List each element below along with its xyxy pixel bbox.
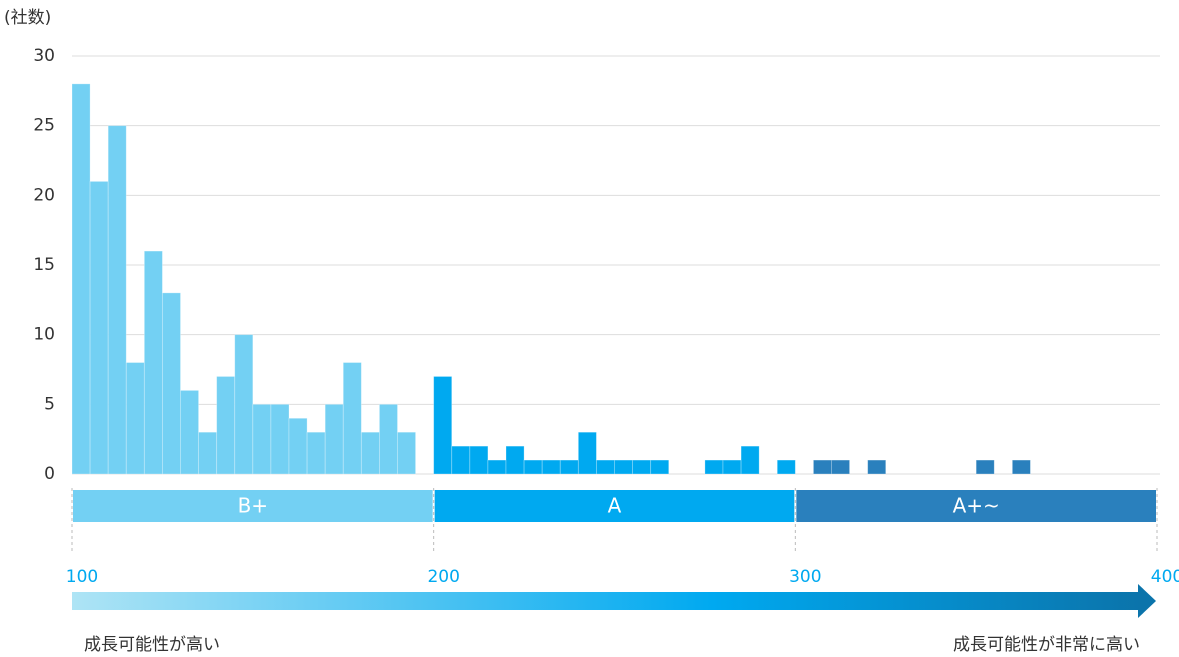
bar (143, 250, 163, 475)
bar (71, 83, 91, 475)
y-axis-label: (社数) (4, 8, 51, 28)
bar (596, 459, 615, 475)
bar (577, 431, 597, 475)
bar (614, 459, 633, 475)
bar (433, 376, 453, 475)
bar (650, 459, 670, 475)
bar (541, 459, 561, 475)
range-band (796, 490, 1156, 522)
range-band (73, 490, 433, 522)
bar (505, 445, 525, 475)
bar (523, 459, 543, 475)
bar (632, 459, 652, 475)
range-label: B+ (238, 494, 268, 518)
bar (379, 403, 398, 475)
range-label: A (608, 494, 622, 518)
bar (252, 403, 272, 475)
y-tick-label: 15 (33, 255, 55, 275)
bar (342, 362, 362, 475)
bar (722, 459, 742, 475)
bar (234, 334, 254, 475)
bar (107, 125, 127, 475)
bar (324, 403, 344, 475)
y-tick-label: 0 (44, 464, 55, 484)
gradient-arrow-body (72, 592, 1140, 610)
bar (487, 459, 507, 475)
bar (270, 403, 290, 475)
bar (180, 389, 199, 475)
x-tick-label: 200 (427, 567, 459, 587)
bar (1011, 459, 1031, 475)
bar (125, 362, 145, 475)
y-tick-label: 25 (33, 116, 55, 136)
x-tick-label: 300 (789, 567, 821, 587)
range-band (434, 490, 795, 522)
bar (216, 376, 236, 475)
arrow-end-label: 成長可能性が非常に高い (953, 635, 1140, 655)
bar (776, 459, 796, 475)
y-tick-label: 20 (33, 185, 55, 205)
bar (360, 431, 380, 475)
bar (559, 459, 579, 475)
bar (831, 459, 850, 475)
bar (704, 459, 724, 475)
bar (867, 459, 887, 475)
range-label: A+~ (953, 494, 1000, 518)
x-tick-label: 100 (66, 567, 98, 587)
bar (813, 459, 832, 475)
bar (397, 431, 416, 475)
y-tick-label: 5 (44, 394, 55, 414)
bar (89, 180, 109, 475)
bar (198, 431, 218, 475)
gradient-arrow-head (1138, 584, 1156, 618)
arrow-start-label: 成長可能性が高い (84, 635, 220, 655)
bar (469, 445, 489, 475)
x-tick-label: 400 (1151, 567, 1179, 587)
bar (306, 431, 326, 475)
bar (288, 417, 308, 475)
bar (451, 445, 471, 475)
y-tick-label: 30 (33, 46, 55, 66)
bar (162, 292, 181, 475)
bar (740, 445, 760, 475)
bar (975, 459, 995, 475)
y-tick-label: 10 (33, 325, 55, 345)
